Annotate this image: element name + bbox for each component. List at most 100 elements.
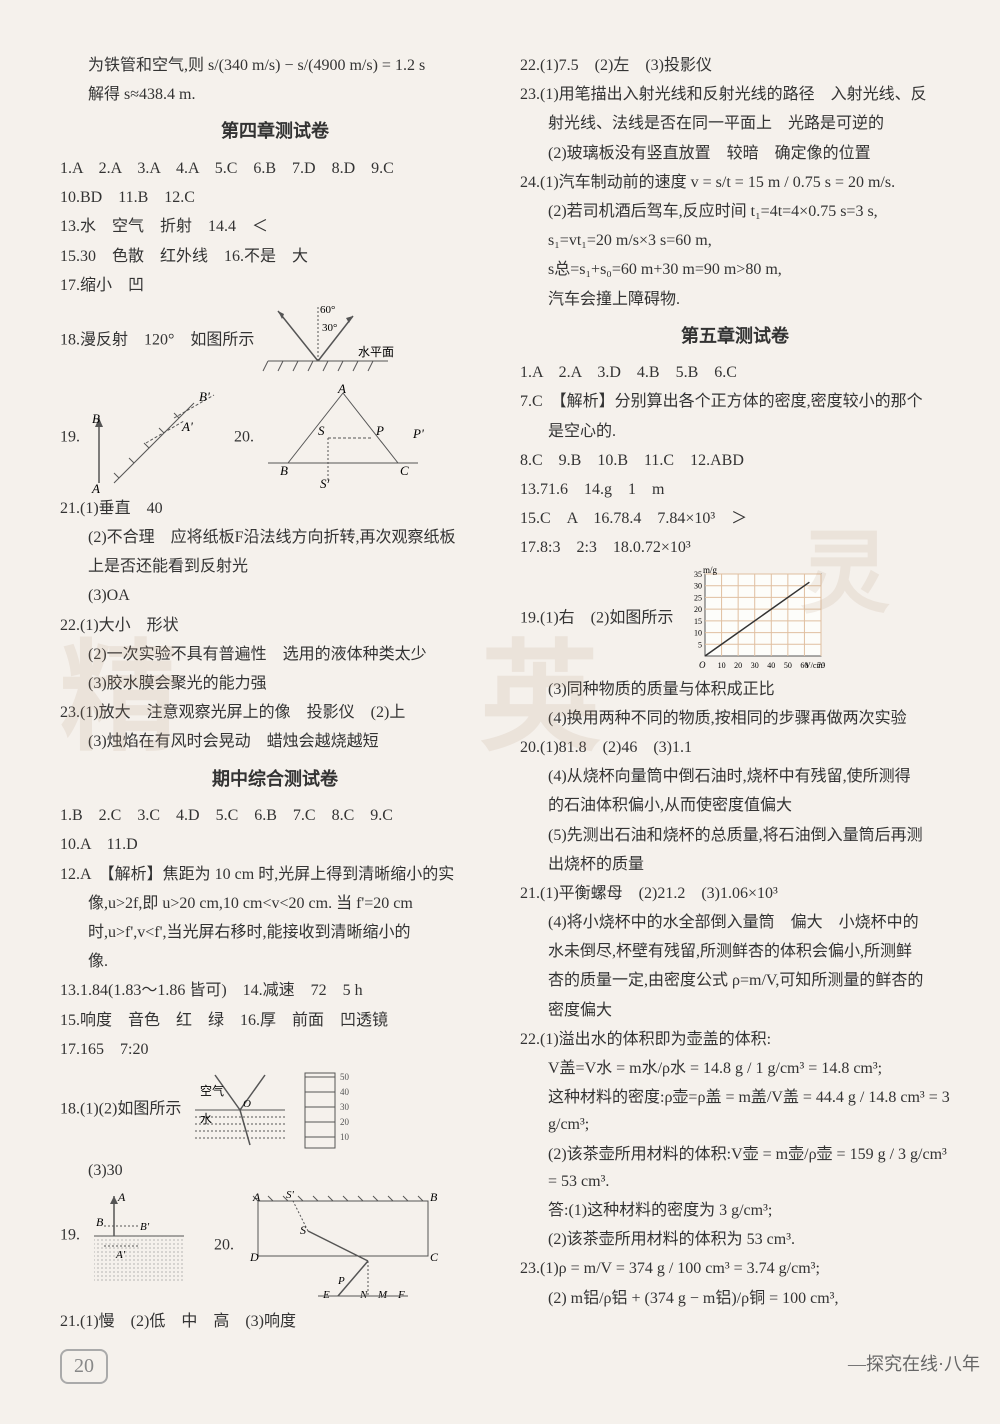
text-line: 15.响度 音色 红 绿 16.厚 前面 凹透镜 bbox=[60, 1007, 490, 1034]
text-line: (3)同种物质的质量与体积成正比 bbox=[520, 676, 950, 703]
svg-text:S: S bbox=[300, 1223, 306, 1237]
svg-text:S': S' bbox=[286, 1189, 295, 1201]
text-line: 15.C A 16.78.4 7.84×10³ ＞ bbox=[520, 505, 950, 532]
text-line: (5)先测出石油和烧杯的总质量,将石油倒入量筒后再测 bbox=[520, 822, 950, 849]
text-line: 上是否还能看到反射光 bbox=[60, 553, 490, 580]
svg-text:50: 50 bbox=[340, 1072, 350, 1082]
text-line: (3)烛焰在有风时会晃动 蜡烛会越烧越短 bbox=[60, 728, 490, 755]
svg-text:A: A bbox=[252, 1190, 261, 1204]
svg-text:E: E bbox=[322, 1289, 330, 1301]
svg-text:40: 40 bbox=[768, 661, 776, 670]
svg-text:20: 20 bbox=[694, 605, 702, 614]
svg-text:C: C bbox=[430, 1250, 439, 1264]
section-title: 第四章测试卷 bbox=[60, 116, 490, 147]
text-line: 像,u>2f,即 u>20 cm,10 cm<v<20 cm. 当 f'=20 … bbox=[60, 890, 490, 917]
chart-19: 510152025303510203040506070m/gV/cm³O bbox=[677, 564, 827, 674]
svg-text:m/g: m/g bbox=[703, 565, 718, 575]
svg-text:D: D bbox=[249, 1250, 259, 1264]
text-line: 13.水 空气 折射 14.4 ＜ bbox=[60, 213, 490, 240]
svg-text:20: 20 bbox=[340, 1117, 350, 1127]
diagram-18b: 空气 水 O 5040 302010 bbox=[185, 1065, 385, 1155]
text-line: 答:(1)这种材料的密度为 3 g/cm³; bbox=[520, 1197, 950, 1224]
text-line: s总=s₁+s₀=60 m+30 m=90 m>80 m, bbox=[520, 256, 950, 283]
text: 19.(1)右 (2)如图所示 bbox=[520, 609, 673, 626]
svg-text:B': B' bbox=[199, 389, 210, 404]
text-line: 21.(1)垂直 40 bbox=[60, 495, 490, 522]
svg-text:A': A' bbox=[115, 1249, 126, 1261]
text-line: 12.A 【解析】焦距为 10 cm 时,光屏上得到清晰缩小的实 bbox=[60, 861, 490, 888]
text-line: 1.B 2.C 3.C 4.D 5.C 6.B 7.C 8.C 9.C bbox=[60, 802, 490, 829]
svg-text:空气: 空气 bbox=[200, 1083, 224, 1098]
diagram-18: 60° 30° 水平面 bbox=[258, 301, 398, 381]
text-line: 密度偏大 bbox=[520, 997, 950, 1024]
text-line: s₁=vt₁=20 m/s×3 s=60 m, bbox=[520, 227, 950, 254]
section-title: 期中综合测试卷 bbox=[60, 764, 490, 795]
svg-text:S': S' bbox=[320, 476, 330, 491]
text: 18.漫反射 120° 如图所示 bbox=[60, 332, 254, 349]
text-line: 22.(1)溢出水的体积即为壶盖的体积: bbox=[520, 1026, 950, 1053]
diagram-20: A B C S S' P P' bbox=[258, 383, 428, 493]
label: 19. bbox=[60, 429, 80, 446]
text-line: 解得 s≈438.4 m. bbox=[60, 81, 490, 108]
text-line: V盖=V水 = m水/ρ水 = 14.8 g / 1 g/cm³ = 14.8 … bbox=[520, 1055, 950, 1082]
text-line: 为铁管和空气,则 s/(340 m/s) − s/(4900 m/s) = 1.… bbox=[60, 52, 490, 79]
svg-text:B: B bbox=[96, 1215, 104, 1229]
text-line: 这种材料的密度:ρ壶=ρ盖 = m盖/V盖 = 44.4 g / 14.8 cm… bbox=[520, 1084, 950, 1138]
svg-text:N: N bbox=[359, 1289, 368, 1301]
text-line: 21.(1)平衡螺母 (2)21.2 (3)1.06×10³ bbox=[520, 880, 950, 907]
text-line: 水未倒尽,杯壁有残留,所测鲜杏的体积会偏小,所测鲜 bbox=[520, 938, 950, 965]
text-line: 1.A 2.A 3.D 4.B 5.B 6.C bbox=[520, 359, 950, 386]
text-line: (4)将小烧杯中的水全部倒入量筒 偏大 小烧杯中的 bbox=[520, 909, 950, 936]
svg-text:B: B bbox=[430, 1190, 438, 1204]
svg-text:25: 25 bbox=[694, 593, 702, 602]
text-line: (2)若司机酒后驾车,反应时间 t₁=4t=4×0.75 s=3 s, bbox=[520, 198, 950, 225]
svg-text:10: 10 bbox=[718, 661, 726, 670]
text-line: 射光线、法线是否在同一平面上 光路是可逆的 bbox=[520, 110, 950, 137]
text-line: 22.(1)大小 形状 bbox=[60, 612, 490, 639]
text-line: 像. bbox=[60, 948, 490, 975]
text: 18.(1)(2)如图所示 bbox=[60, 1101, 181, 1118]
svg-text:M: M bbox=[377, 1289, 388, 1301]
svg-text:A: A bbox=[91, 481, 100, 493]
text-line: 18.漫反射 120° 如图所示 60° 30° bbox=[60, 301, 490, 381]
svg-text:30: 30 bbox=[751, 661, 759, 670]
svg-text:15: 15 bbox=[694, 616, 702, 625]
text-line: (4)从烧杯向量筒中倒石油时,烧杯中有残留,使所测得 bbox=[520, 763, 950, 790]
text-line: (4)换用两种不同的物质,按相同的步骤再做两次实验 bbox=[520, 705, 950, 732]
text-line: 23.(1)ρ = m/V = 374 g / 100 cm³ = 3.74 g… bbox=[520, 1255, 950, 1282]
svg-text:C: C bbox=[400, 463, 409, 478]
svg-text:35: 35 bbox=[694, 570, 702, 579]
text-line: (2)玻璃板没有竖直放置 较暗 确定像的位置 bbox=[520, 140, 950, 167]
text-line: 7.C 【解析】分别算出各个正方体的密度,密度较小的那个 bbox=[520, 388, 950, 415]
left-column: 为铁管和空气,则 s/(340 m/s) − s/(4900 m/s) = 1.… bbox=[60, 50, 490, 1330]
q19b-row: 19. A B B' A' bbox=[60, 1186, 490, 1306]
svg-text:A': A' bbox=[181, 419, 193, 434]
footer-text: —探究在线·八年 bbox=[848, 1350, 980, 1376]
text-line: (2)该茶壶所用材料的体积:V壶 = m壶/ρ壶 = 159 g / 3 g/c… bbox=[520, 1141, 950, 1195]
text-line: 23.(1)放大 注意观察光屏上的像 投影仪 (2)上 bbox=[60, 699, 490, 726]
svg-text:40: 40 bbox=[340, 1087, 350, 1097]
diagram-19: A B A' B' bbox=[84, 383, 224, 493]
text-line: 13.1.84(1.83～1.86 皆可) 14.减速 72 5 h bbox=[60, 977, 490, 1004]
svg-text:30: 30 bbox=[694, 581, 702, 590]
text-line: (2) m铝/ρ铝 + (374 g − m铝)/ρ铜 = 100 cm³, bbox=[520, 1285, 950, 1312]
svg-text:O: O bbox=[699, 660, 706, 670]
svg-text:20: 20 bbox=[734, 661, 742, 670]
text-line: 17.165 7:20 bbox=[60, 1036, 490, 1063]
svg-text:10: 10 bbox=[340, 1132, 350, 1142]
text-line: 出烧杯的质量 bbox=[520, 851, 950, 878]
text-line: 8.C 9.B 10.B 11.C 12.ABD bbox=[520, 447, 950, 474]
text-line: 20.(1)81.8 (2)46 (3)1.1 bbox=[520, 734, 950, 761]
svg-text:O: O bbox=[243, 1098, 251, 1110]
text-line: 的石油体积偏小,从而使密度值偏大 bbox=[520, 792, 950, 819]
text-line: 13.71.6 14.g 1 m bbox=[520, 476, 950, 503]
text-line: 杏的质量一定,由密度公式 ρ=m/V,可知所测量的鲜杏的 bbox=[520, 967, 950, 994]
text-line: 时,u>f',v<f',当光屏右移时,能接收到清晰缩小的 bbox=[60, 919, 490, 946]
text-line: (2)一次实验不具有普遍性 选用的液体种类太少 bbox=[60, 641, 490, 668]
text-line: 15.30 色散 红外线 16.不是 大 bbox=[60, 243, 490, 270]
svg-text:5: 5 bbox=[698, 640, 702, 649]
svg-text:B: B bbox=[92, 411, 100, 426]
text-line: 24.(1)汽车制动前的速度 v = s/t = 15 m / 0.75 s =… bbox=[520, 169, 950, 196]
text-line: 19.(1)右 (2)如图所示 510152025303510203040506… bbox=[520, 564, 950, 674]
page-content: 为铁管和空气,则 s/(340 m/s) − s/(4900 m/s) = 1.… bbox=[0, 0, 1000, 1360]
